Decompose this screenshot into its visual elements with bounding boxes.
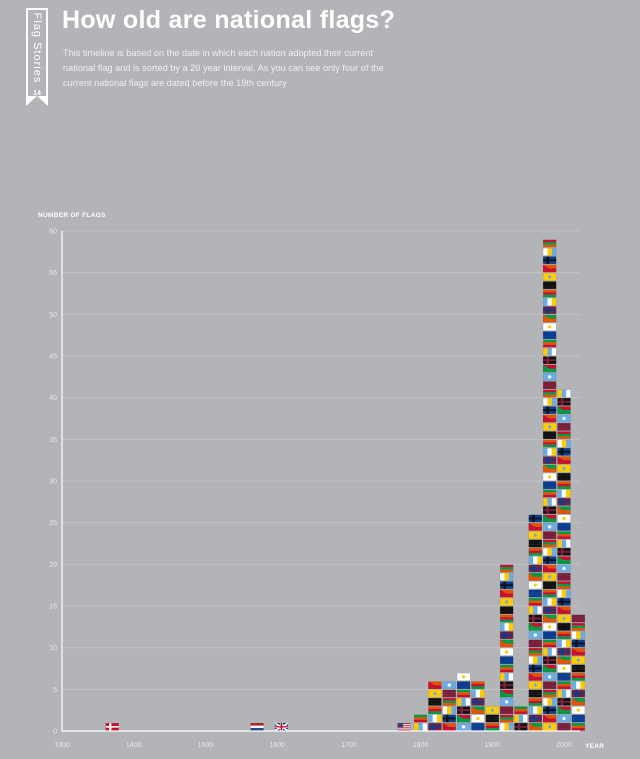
x-tick-label: 1700: [341, 742, 357, 749]
axes: 0 5 10 15 20 25 30 35 40 45 50 55 60 1300 1400 1500 1600…: [49, 229, 580, 749]
bars: [105, 239, 586, 732]
x-tick-label: 1800: [413, 742, 429, 749]
ribbon-number: 14: [33, 90, 41, 97]
y-tick-label: 10: [49, 645, 57, 652]
y-tick-label: 35: [49, 437, 57, 444]
y-tick-label: 60: [49, 229, 57, 236]
bar: [514, 706, 528, 731]
flag-stories-ribbon: [26, 8, 48, 104]
bar: [571, 614, 586, 731]
y-tick-label: 45: [49, 354, 57, 361]
x-tick-label: 1500: [198, 742, 214, 749]
bar: [528, 514, 543, 731]
y-tick-label: 30: [49, 479, 57, 486]
x-axis-title: YEAR: [585, 743, 604, 750]
bar: [442, 681, 456, 731]
y-tick-label: 55: [49, 270, 57, 277]
bar: [456, 672, 471, 731]
bar: [428, 681, 442, 731]
y-tick-label: 20: [49, 562, 57, 569]
bar: [485, 706, 499, 731]
y-tick-label: 40: [49, 395, 57, 402]
y-axis-title: NUMBER OF FLAGS: [38, 212, 106, 219]
y-tick-label: 0: [53, 729, 57, 736]
bar: [557, 389, 571, 731]
bar: [250, 722, 264, 731]
y-tick-label: 5: [53, 687, 57, 694]
x-tick-label: 1900: [484, 742, 500, 749]
bar: [413, 714, 428, 731]
x-tick-label: 1400: [126, 742, 142, 749]
bar: [274, 722, 289, 732]
bar: [397, 722, 411, 731]
x-tick-label: 1300: [54, 742, 70, 749]
bar: [542, 239, 557, 731]
bar: [105, 722, 119, 731]
page-title: How old are national flags?: [62, 6, 396, 34]
y-tick-label: 25: [49, 520, 57, 527]
bar: [471, 681, 485, 731]
grid-lines: [62, 230, 580, 690]
y-tick-label: 15: [49, 604, 57, 611]
page-subtitle: This timeline is based on the date in wh…: [63, 48, 384, 88]
x-tick-label: 2000: [556, 742, 572, 749]
ribbon-tail: [26, 96, 48, 106]
bar: [499, 564, 514, 731]
x-tick-label: 1600: [269, 742, 285, 749]
y-tick-label: 50: [49, 312, 57, 319]
